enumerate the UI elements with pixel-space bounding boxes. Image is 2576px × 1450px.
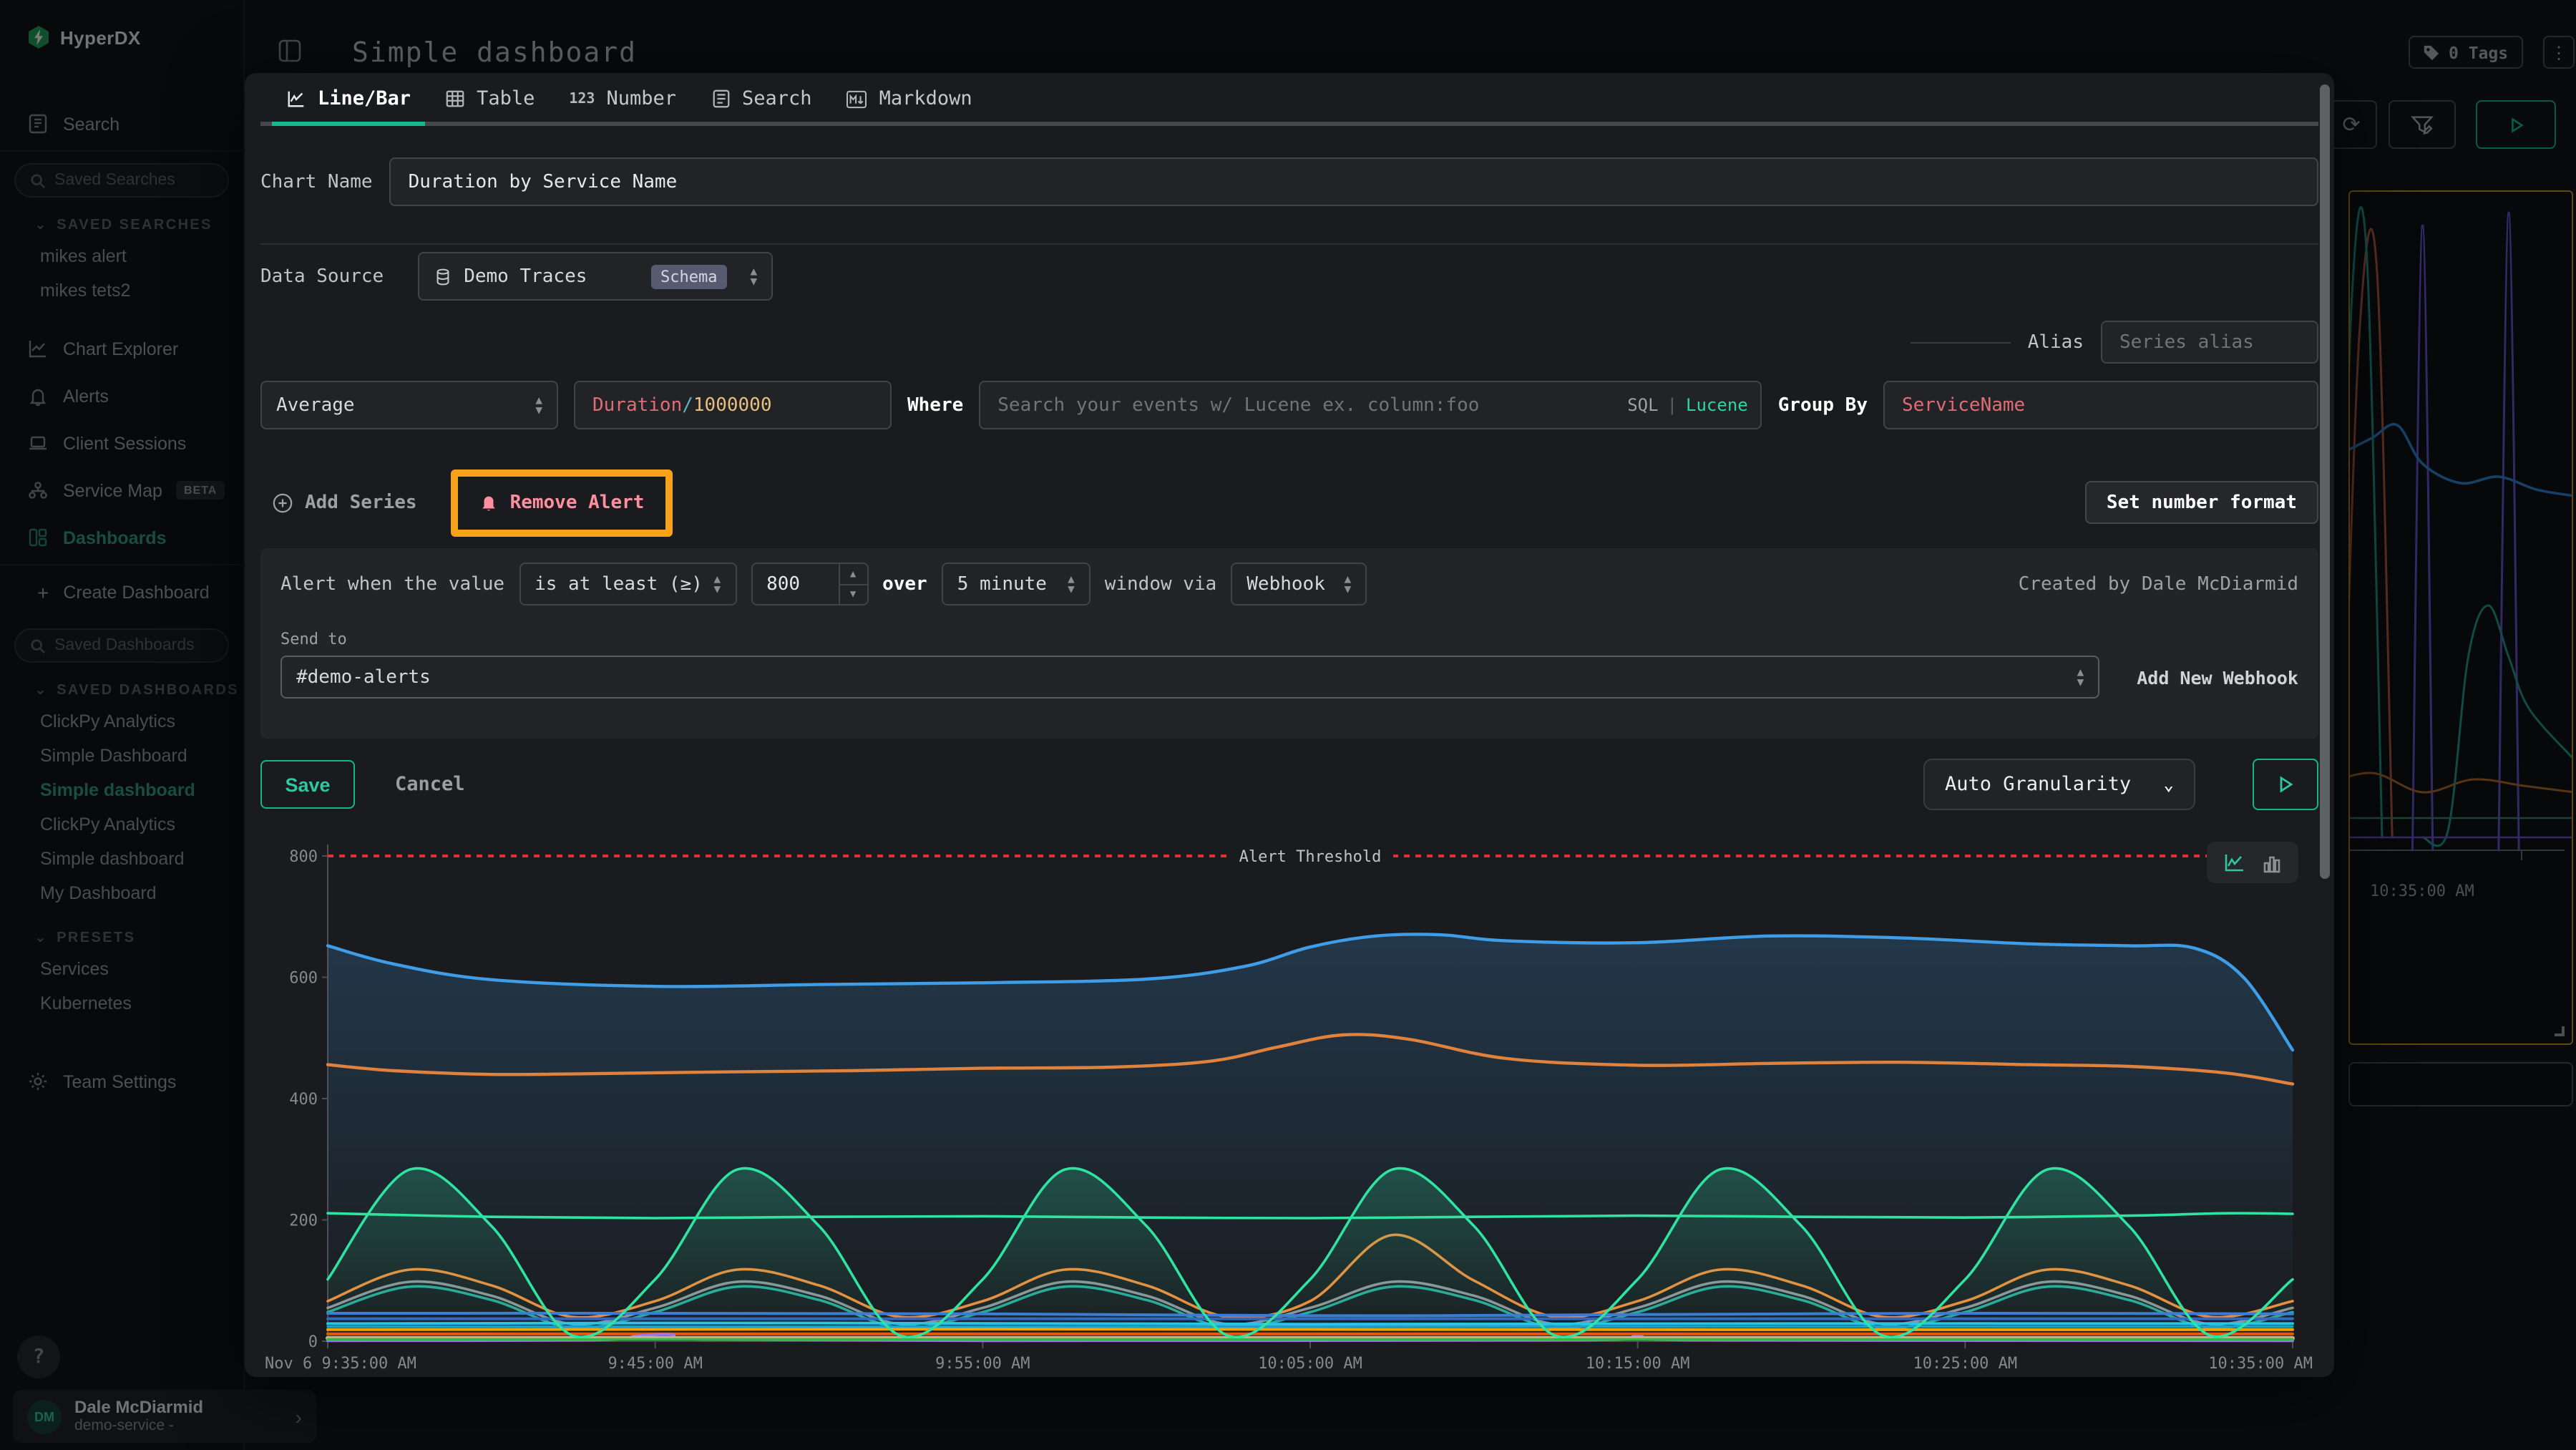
line-chart: 0 200 400 600 800 Nov 6 9:35:00 AM 9:45:00 AM 9…	[260, 827, 2318, 1374]
tab-table[interactable]: Table	[431, 87, 549, 122]
tab-markdown[interactable]: Markdown	[832, 87, 987, 122]
alert-threshold-input[interactable]: ▲▼	[751, 563, 868, 605]
chart-name-input[interactable]	[390, 157, 2318, 206]
over-label: over	[882, 573, 927, 595]
remove-alert-button[interactable]: Remove Alert	[460, 483, 665, 522]
svg-text:800: 800	[289, 848, 318, 866]
chart-type-toggle[interactable]	[2207, 842, 2298, 883]
set-number-format-button[interactable]: Set number format	[2085, 481, 2318, 524]
window-via-label: window via	[1105, 573, 1217, 595]
data-source-label: Data Source	[260, 266, 384, 287]
number-123-icon: 123	[569, 91, 595, 107]
aggregation-select[interactable]: Average ▲▼	[260, 381, 558, 429]
add-series-button[interactable]: Add Series	[260, 492, 417, 513]
modal-scrollbar[interactable]	[2320, 84, 2330, 879]
spinner-down-icon[interactable]: ▼	[839, 585, 867, 604]
number-spinner[interactable]: ▲▼	[838, 564, 867, 604]
created-by-label: Created by Dale McDiarmid	[2019, 573, 2298, 595]
line-chart-icon[interactable]	[2224, 852, 2245, 873]
svg-text:200: 200	[289, 1212, 318, 1230]
group-by-input[interactable]	[1883, 381, 2318, 429]
add-new-webhook-button[interactable]: Add New Webhook	[2137, 666, 2298, 688]
schema-badge: Schema	[650, 264, 728, 288]
chevron-down-icon: ⌄	[2164, 774, 2174, 794]
tab-line-bar[interactable]: Line/Bar	[272, 87, 425, 122]
database-icon	[434, 267, 452, 286]
plus-circle-icon	[272, 492, 293, 513]
cancel-button[interactable]: Cancel	[395, 773, 465, 796]
alert-prefix-label: Alert when the value	[280, 573, 504, 595]
select-chevrons-icon: ▲▼	[1345, 574, 1352, 594]
play-icon	[2275, 774, 2296, 794]
editor-tabs: Line/Bar Table 123 Number Search Markdow…	[260, 73, 2318, 126]
svg-text:10:15:00 AM: 10:15:00 AM	[1586, 1355, 1690, 1373]
chart-editor-modal: Line/Bar Table 123 Number Search Markdow…	[245, 73, 2334, 1377]
bell-icon	[480, 492, 499, 512]
where-label: Where	[907, 394, 963, 416]
line-chart-icon	[286, 89, 306, 109]
series-alias-input[interactable]	[2101, 321, 2318, 364]
alert-condition-select[interactable]: is at least (≥) ▲▼	[519, 563, 736, 605]
granularity-select[interactable]: Auto Granularity ⌄	[1923, 759, 2195, 810]
svg-text:0: 0	[308, 1333, 318, 1351]
tab-search[interactable]: Search	[696, 87, 826, 122]
screen: HyperDX Search Saved Searches ⌄SAVED SEA…	[0, 0, 2576, 1450]
alias-label: Alias	[2028, 331, 2084, 353]
chart-name-label: Chart Name	[260, 171, 373, 193]
lucene-toggle[interactable]: Lucene	[1686, 395, 1748, 415]
sql-toggle[interactable]: SQL	[1627, 395, 1658, 415]
svg-text:10:05:00 AM: 10:05:00 AM	[1258, 1355, 1362, 1373]
select-chevrons-icon: ▲▼	[2077, 667, 2084, 687]
svg-text:10:35:00 AM: 10:35:00 AM	[2208, 1355, 2313, 1373]
select-chevrons-icon: ▲▼	[751, 266, 758, 286]
svg-text:9:55:00 AM: 9:55:00 AM	[935, 1355, 1030, 1373]
select-chevrons-icon: ▲▼	[713, 574, 721, 594]
divider	[260, 243, 2318, 245]
svg-text:Nov 6 9:35:00 AM: Nov 6 9:35:00 AM	[265, 1355, 416, 1373]
bar-chart-icon[interactable]	[2263, 852, 2281, 873]
data-source-select[interactable]: Demo Traces Schema ▲▼	[418, 252, 773, 301]
svg-text:600: 600	[289, 970, 318, 988]
send-to-label: Send to	[280, 630, 2298, 648]
preview-chart: 0 200 400 600 800 Nov 6 9:35:00 AM 9:45:00 AM 9…	[260, 827, 2318, 1374]
svg-text:9:45:00 AM: 9:45:00 AM	[608, 1355, 702, 1373]
list-doc-icon	[711, 89, 731, 109]
where-search: SQL | Lucene	[979, 381, 1762, 429]
table-icon	[445, 89, 465, 109]
alert-channel-select[interactable]: Webhook ▲▼	[1231, 563, 1367, 605]
group-by-label: Group By	[1778, 394, 1868, 416]
divider	[1911, 341, 2011, 343]
save-button[interactable]: Save	[260, 760, 355, 809]
svg-text:Alert Threshold: Alert Threshold	[1239, 848, 1382, 866]
alert-window-select[interactable]: 5 minute ▲▼	[942, 563, 1091, 605]
spinner-up-icon[interactable]: ▲	[839, 564, 867, 585]
lang-separator: |	[1667, 395, 1677, 415]
field-expression-input[interactable]: Duration/1000000	[574, 381, 892, 429]
svg-text:10:25:00 AM: 10:25:00 AM	[1913, 1355, 2017, 1373]
send-to-select[interactable]: #demo-alerts ▲▼	[280, 656, 2099, 699]
data-source-value: Demo Traces	[464, 266, 587, 287]
tab-number[interactable]: 123 Number	[555, 87, 691, 122]
svg-text:400: 400	[289, 1091, 318, 1109]
alert-config-panel: Alert when the value is at least (≥) ▲▼ …	[260, 548, 2318, 739]
select-chevrons-icon: ▲▼	[1068, 574, 1075, 594]
run-chart-button[interactable]	[2253, 759, 2318, 810]
select-chevrons-icon: ▲▼	[535, 395, 542, 415]
markdown-icon	[847, 89, 868, 108]
